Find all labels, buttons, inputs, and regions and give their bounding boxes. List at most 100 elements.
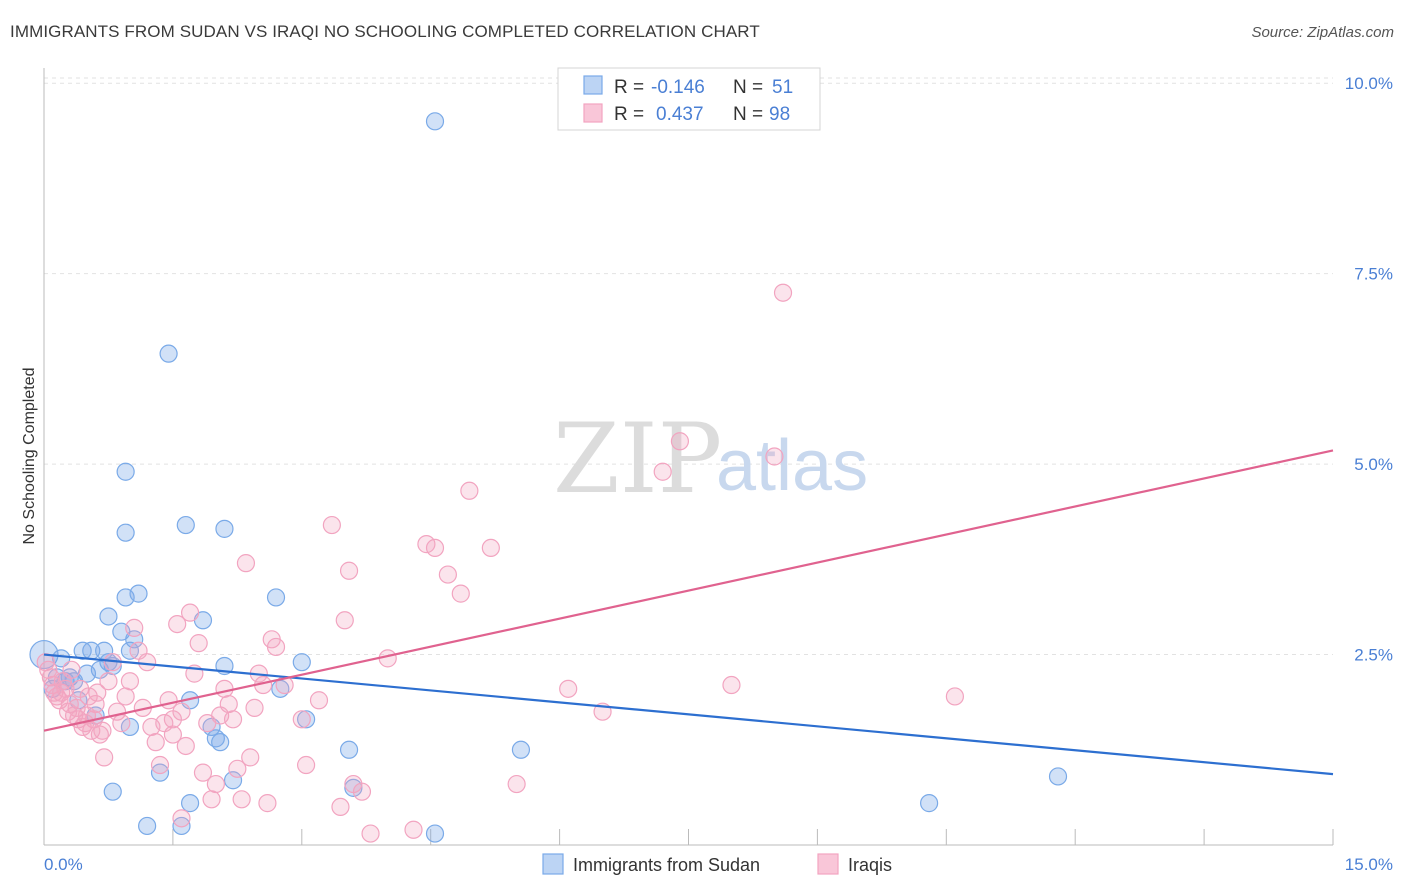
bottom-legend-swatch-iraqis [817,853,839,875]
y-tick-label: 7.5% [1354,265,1393,284]
iraqis-point [193,763,213,782]
bottom-legend-label-sudan: Immigrants from Sudan [573,855,760,875]
iraqis-point [120,672,140,691]
iraqis-point [95,748,114,767]
x-ticks [43,829,1334,845]
iraqis-point [266,637,286,657]
iraqis-point [172,702,191,721]
iraqis-point [241,748,260,767]
iraqis-point [417,535,436,554]
legend-r-label-iraqis: R = [614,104,644,125]
iraqis-point [138,653,157,672]
iraqis-point [361,824,380,843]
legend-n-value-sudan: 51 [772,77,793,98]
sudan-point [116,523,135,542]
iraqis-point [296,755,316,775]
iraqis-point [481,538,500,558]
series-iraqis-points [36,283,964,843]
legend-swatch-sudan [583,75,603,95]
iraqis-point [62,660,81,679]
iraqis-point [765,447,784,466]
sudan-point [920,794,939,813]
iraqis-point [404,820,423,839]
iraqis-point [88,683,107,702]
sudan-point [176,515,195,535]
iraqis-point [58,702,78,721]
iraqis-point [945,687,964,706]
iraqis-point [223,710,243,729]
iraqis-point [352,782,372,801]
iraqis-point [245,698,264,717]
iraqis-point [425,538,445,558]
sudan-point [150,763,170,782]
iraqis-point [172,809,191,828]
sudan-point [138,816,157,836]
iraqis-point [93,721,112,740]
iraqis-point [653,462,672,481]
sudan-point [120,717,140,737]
correlation-legend: R = -0.146 N = 51 R = 0.437 N = 98 [557,67,821,131]
sudan-point [211,733,230,752]
iraqis-point [339,561,359,580]
bottom-legend-label-iraqis: Iraqis [848,855,892,875]
series-sudan-points [29,112,1068,843]
y-axis-label: No Schooling Completed [21,368,38,545]
iraqis-point [451,584,470,603]
iraqis-point [79,687,98,706]
sudan-point [292,653,311,672]
sudan-point [266,588,286,607]
iraqis-point [176,736,195,756]
iraqis-trendline [43,449,1334,732]
iraqis-point [507,774,526,794]
iraqis-point [236,554,256,573]
chart-source: Source: ZipAtlas.com [1251,24,1394,41]
sudan-point [339,740,359,759]
bottom-legend-swatch-sudan [542,853,564,875]
y-tick-label: 10.0% [1345,74,1393,93]
iraqis-point [163,725,182,744]
iraqis-point [168,614,187,634]
gridlines [44,77,1333,656]
y-tick-label: 2.5% [1354,646,1393,665]
iraqis-point [219,694,238,714]
chart-title: IMMIGRANTS FROM SUDAN VS IRAQI NO SCHOOL… [10,22,760,41]
legend-swatch-iraqis [583,103,603,123]
legend-r-value-iraqis: 0.437 [656,104,704,125]
iraqis-point [331,797,350,817]
iraqis-point [99,672,118,691]
iraqis-point [335,611,354,630]
iraqis-point [202,790,221,809]
sudan-point [425,824,445,843]
legend-n-value-iraqis: 98 [769,104,790,125]
iraqis-point [232,790,251,809]
iraqis-point [180,603,200,622]
sudan-point [129,584,148,603]
iraqis-point [146,733,165,752]
sudan-point [223,771,243,790]
series-legend: Immigrants from Sudan Iraqis [542,853,892,875]
iraqis-point [670,432,690,451]
x-tick-label-min: 0.0% [44,855,83,874]
watermark-zip: ZIP [553,403,722,515]
sudan-point [159,344,178,363]
iraqis-point [460,481,479,500]
watermark-atlas: atlas [716,426,868,506]
trendlines [43,449,1334,776]
sudan-point [172,816,191,836]
iraqis-point [67,698,86,717]
iraqis-point [228,759,247,778]
sudan-trendline [43,653,1334,776]
iraqis-point [322,515,341,535]
iraqis-point [722,675,741,695]
iraqis-point [309,691,329,710]
x-tick-label-max: 15.0% [1345,855,1393,874]
iraqis-point [86,694,105,714]
iraqis-point [189,634,208,653]
sudan-point [116,462,135,481]
watermark: ZIP atlas [553,403,868,515]
iraqis-point [258,794,277,813]
iraqis-point [112,714,131,733]
iraqis-point [206,774,225,794]
iraqis-point [215,679,234,698]
